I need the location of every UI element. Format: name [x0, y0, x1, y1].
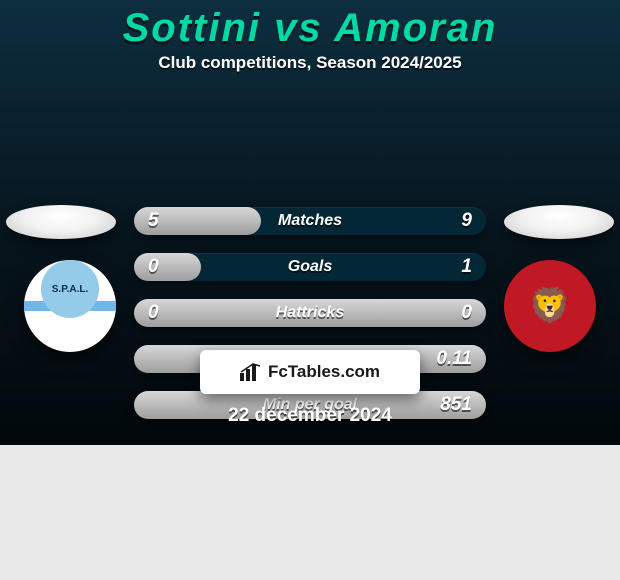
brand-logo[interactable]: FcTables.com [200, 350, 420, 394]
stat-label: Goals [134, 253, 486, 281]
stat-row: 0 Goals 1 [134, 253, 486, 281]
comparison-card: Sottini vs Amoran Club competitions, Sea… [0, 0, 620, 445]
stat-right: 1 [461, 253, 472, 281]
stat-right: 0 [461, 299, 472, 327]
griffin-icon: 🦁 [529, 286, 571, 326]
stat-right: 0.11 [436, 345, 472, 373]
club-badge-right: 🦁 [504, 260, 596, 352]
stat-right: 9 [461, 207, 472, 235]
brand-text: FcTables.com [268, 362, 380, 382]
card-title: Sottini vs Amoran [0, 6, 620, 51]
stat-rows: 5 Matches 9 0 Goals 1 0 Hattricks 0 Goal… [134, 207, 486, 437]
card-subtitle: Club competitions, Season 2024/2025 [0, 53, 620, 73]
club-badge-left: S.P.A.L. [24, 260, 116, 352]
date-text: 22 december 2024 [0, 405, 620, 427]
stat-row: 0 Hattricks 0 [134, 299, 486, 327]
stat-row: 5 Matches 9 [134, 207, 486, 235]
badge-left-text: S.P.A.L. [41, 260, 99, 318]
bars-icon [240, 363, 262, 381]
player-ellipse-left [6, 205, 116, 239]
player-ellipse-right [504, 205, 614, 239]
stat-label: Matches [134, 207, 486, 235]
stat-label: Hattricks [134, 299, 486, 327]
